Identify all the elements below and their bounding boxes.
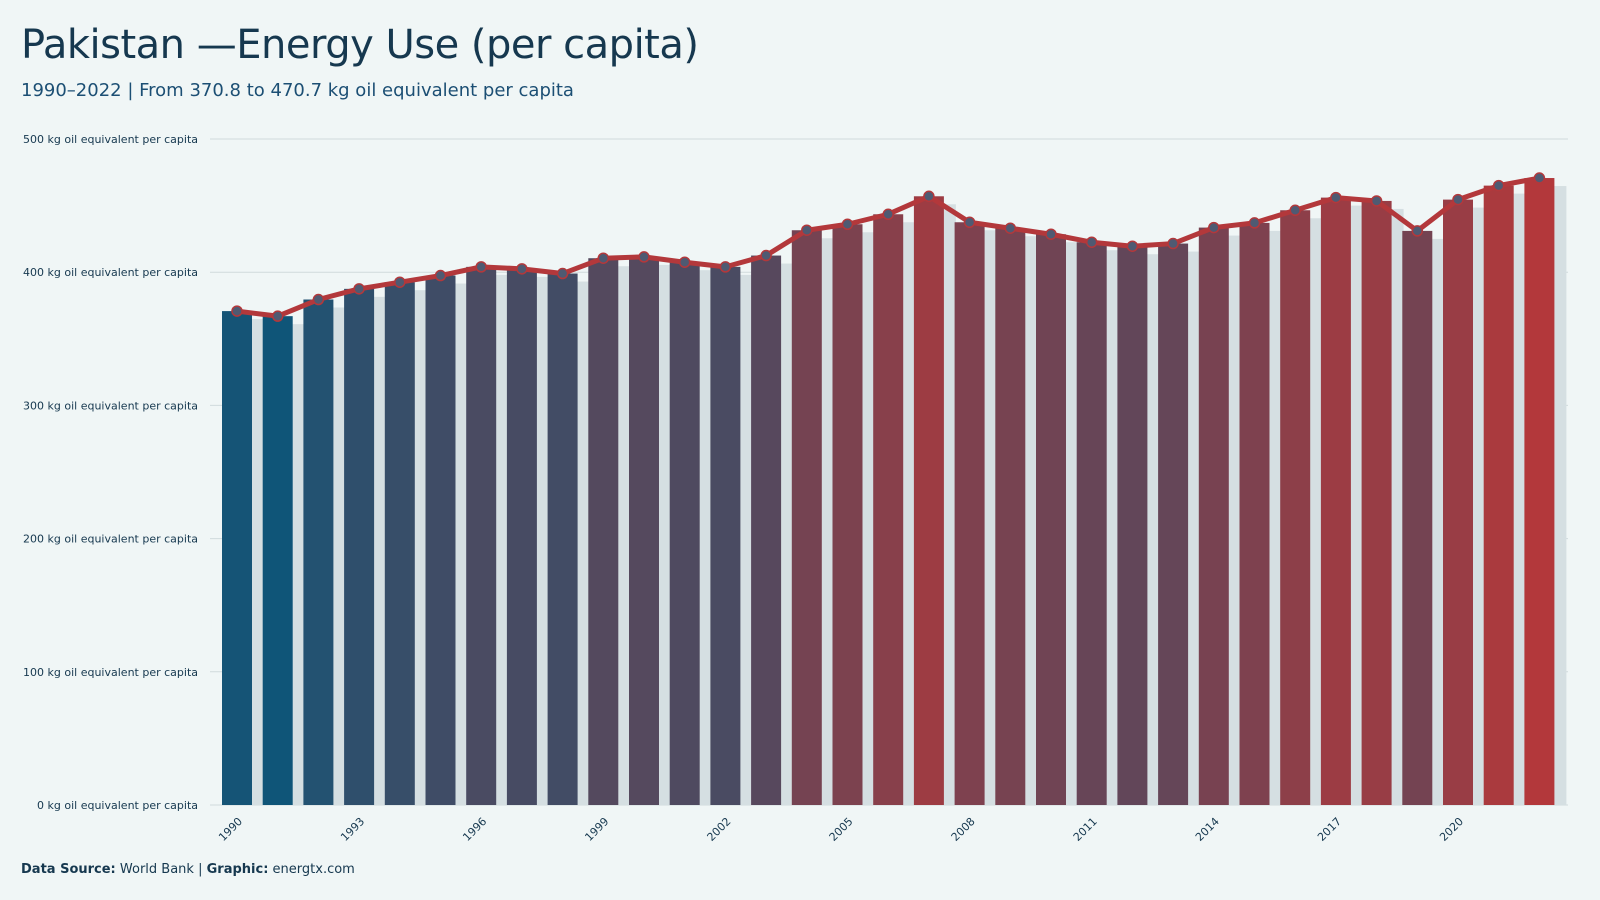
- y-tick-label: 500 kg oil equivalent per capita: [23, 133, 198, 146]
- point-1993: [353, 283, 365, 295]
- bar-2013: [1158, 243, 1189, 805]
- bar-2012: [1117, 246, 1148, 805]
- point-2010: [1045, 228, 1057, 240]
- bar-1998: [547, 273, 578, 806]
- point-2022: [1533, 172, 1546, 184]
- point-2002: [719, 261, 732, 273]
- x-tick-label: 2002: [705, 815, 734, 844]
- bar-2006: [873, 214, 904, 805]
- point-2015: [1248, 217, 1261, 229]
- y-axis-ticks: 0 kg oil equivalent per capita 100 kg oil…: [23, 133, 198, 812]
- graphic-value: energtx.com: [272, 862, 355, 877]
- point-2008: [963, 216, 976, 228]
- x-tick-label: 1996: [460, 815, 489, 844]
- x-tick-label: 1999: [582, 815, 611, 844]
- chart-title: Pakistan —Energy Use (per capita): [21, 22, 699, 68]
- point-2005: [841, 218, 854, 230]
- source-value: World Bank: [119, 862, 194, 877]
- point-1997: [516, 263, 528, 275]
- bar-2002: [710, 266, 741, 805]
- bar-2018: [1361, 200, 1392, 806]
- bar-1996: [466, 266, 497, 805]
- line-points: [231, 172, 1546, 322]
- bar-2009: [995, 228, 1026, 805]
- bar-2007: [913, 196, 944, 805]
- chart-caption: Data Source: World Bank | Graphic: energ…: [21, 862, 355, 877]
- point-1991: [271, 310, 284, 322]
- point-2019: [1411, 225, 1424, 237]
- point-1998: [556, 267, 569, 280]
- point-1996: [475, 261, 487, 273]
- x-tick-label: 2008: [949, 815, 978, 844]
- bar-1991: [262, 316, 293, 805]
- chart-subtitle: 1990–2022 | From 370.8 to 470.7 kg oil e…: [21, 80, 574, 101]
- bar-1993: [344, 288, 375, 806]
- point-2004: [801, 224, 813, 236]
- point-2009: [1004, 222, 1017, 234]
- point-2006: [882, 208, 894, 221]
- bar-2010: [1036, 234, 1066, 805]
- point-2017: [1330, 191, 1342, 204]
- bar-2003: [751, 255, 782, 806]
- point-1994: [394, 276, 406, 288]
- point-2016: [1289, 204, 1301, 217]
- bar-1994: [384, 282, 415, 805]
- point-1992: [312, 293, 325, 306]
- point-2007: [923, 190, 935, 203]
- bar-2014: [1198, 227, 1229, 805]
- y-tick-label: 0 kg oil equivalent per capita: [37, 799, 198, 812]
- bar-2020: [1443, 199, 1473, 805]
- x-tick-label: 2020: [1437, 815, 1466, 844]
- bar-1999: [588, 258, 619, 805]
- point-2000: [638, 251, 650, 263]
- bar-1995: [425, 275, 456, 805]
- y-tick-label: 200 kg oil equivalent per capita: [23, 533, 198, 546]
- source-label: Data Source:: [21, 862, 116, 877]
- x-tick-label: 2005: [827, 815, 856, 844]
- bar-1992: [303, 299, 334, 805]
- x-tick-label: 2017: [1315, 815, 1344, 844]
- bar-2008: [954, 222, 985, 805]
- point-1995: [434, 269, 447, 282]
- point-1999: [597, 252, 610, 264]
- bar-2017: [1320, 197, 1351, 805]
- x-axis-ticks: 1990 1993 1996 1999 2002 2005 2008 2011 2014 2017…: [216, 815, 1466, 844]
- point-2018: [1370, 195, 1383, 207]
- x-tick-label: 1993: [338, 815, 367, 844]
- bar-1990: [222, 311, 252, 805]
- y-tick-label: 100 kg oil equivalent per capita: [23, 666, 198, 679]
- y-tick-label: 300 kg oil equivalent per capita: [23, 399, 198, 412]
- point-2012: [1126, 240, 1139, 252]
- bar-2015: [1239, 222, 1270, 805]
- y-tick-label: 400 kg oil equivalent per capita: [23, 266, 198, 279]
- point-2013: [1167, 237, 1179, 250]
- bar-2022: [1524, 178, 1555, 806]
- bar-2001: [669, 262, 700, 806]
- bar-2019: [1402, 230, 1433, 805]
- bar-2016: [1280, 210, 1311, 806]
- point-2003: [760, 249, 772, 262]
- graphic-label: Graphic:: [206, 862, 269, 877]
- bar-2011: [1076, 242, 1107, 806]
- bar-2004: [791, 230, 822, 805]
- bar-2000: [629, 256, 659, 806]
- x-tick-label: 1990: [216, 815, 245, 844]
- x-tick-label: 2014: [1193, 815, 1222, 844]
- point-2020: [1452, 193, 1464, 206]
- point-2001: [678, 256, 691, 268]
- caption-separator: |: [198, 862, 203, 877]
- point-2011: [1085, 236, 1098, 248]
- point-2021: [1492, 179, 1505, 192]
- bar-1997: [506, 268, 537, 805]
- point-2014: [1208, 221, 1220, 234]
- bar-2005: [832, 224, 863, 806]
- bars: [222, 178, 1555, 806]
- x-tick-label: 2011: [1071, 815, 1100, 844]
- bar-2021: [1483, 185, 1514, 805]
- point-1990: [231, 305, 243, 317]
